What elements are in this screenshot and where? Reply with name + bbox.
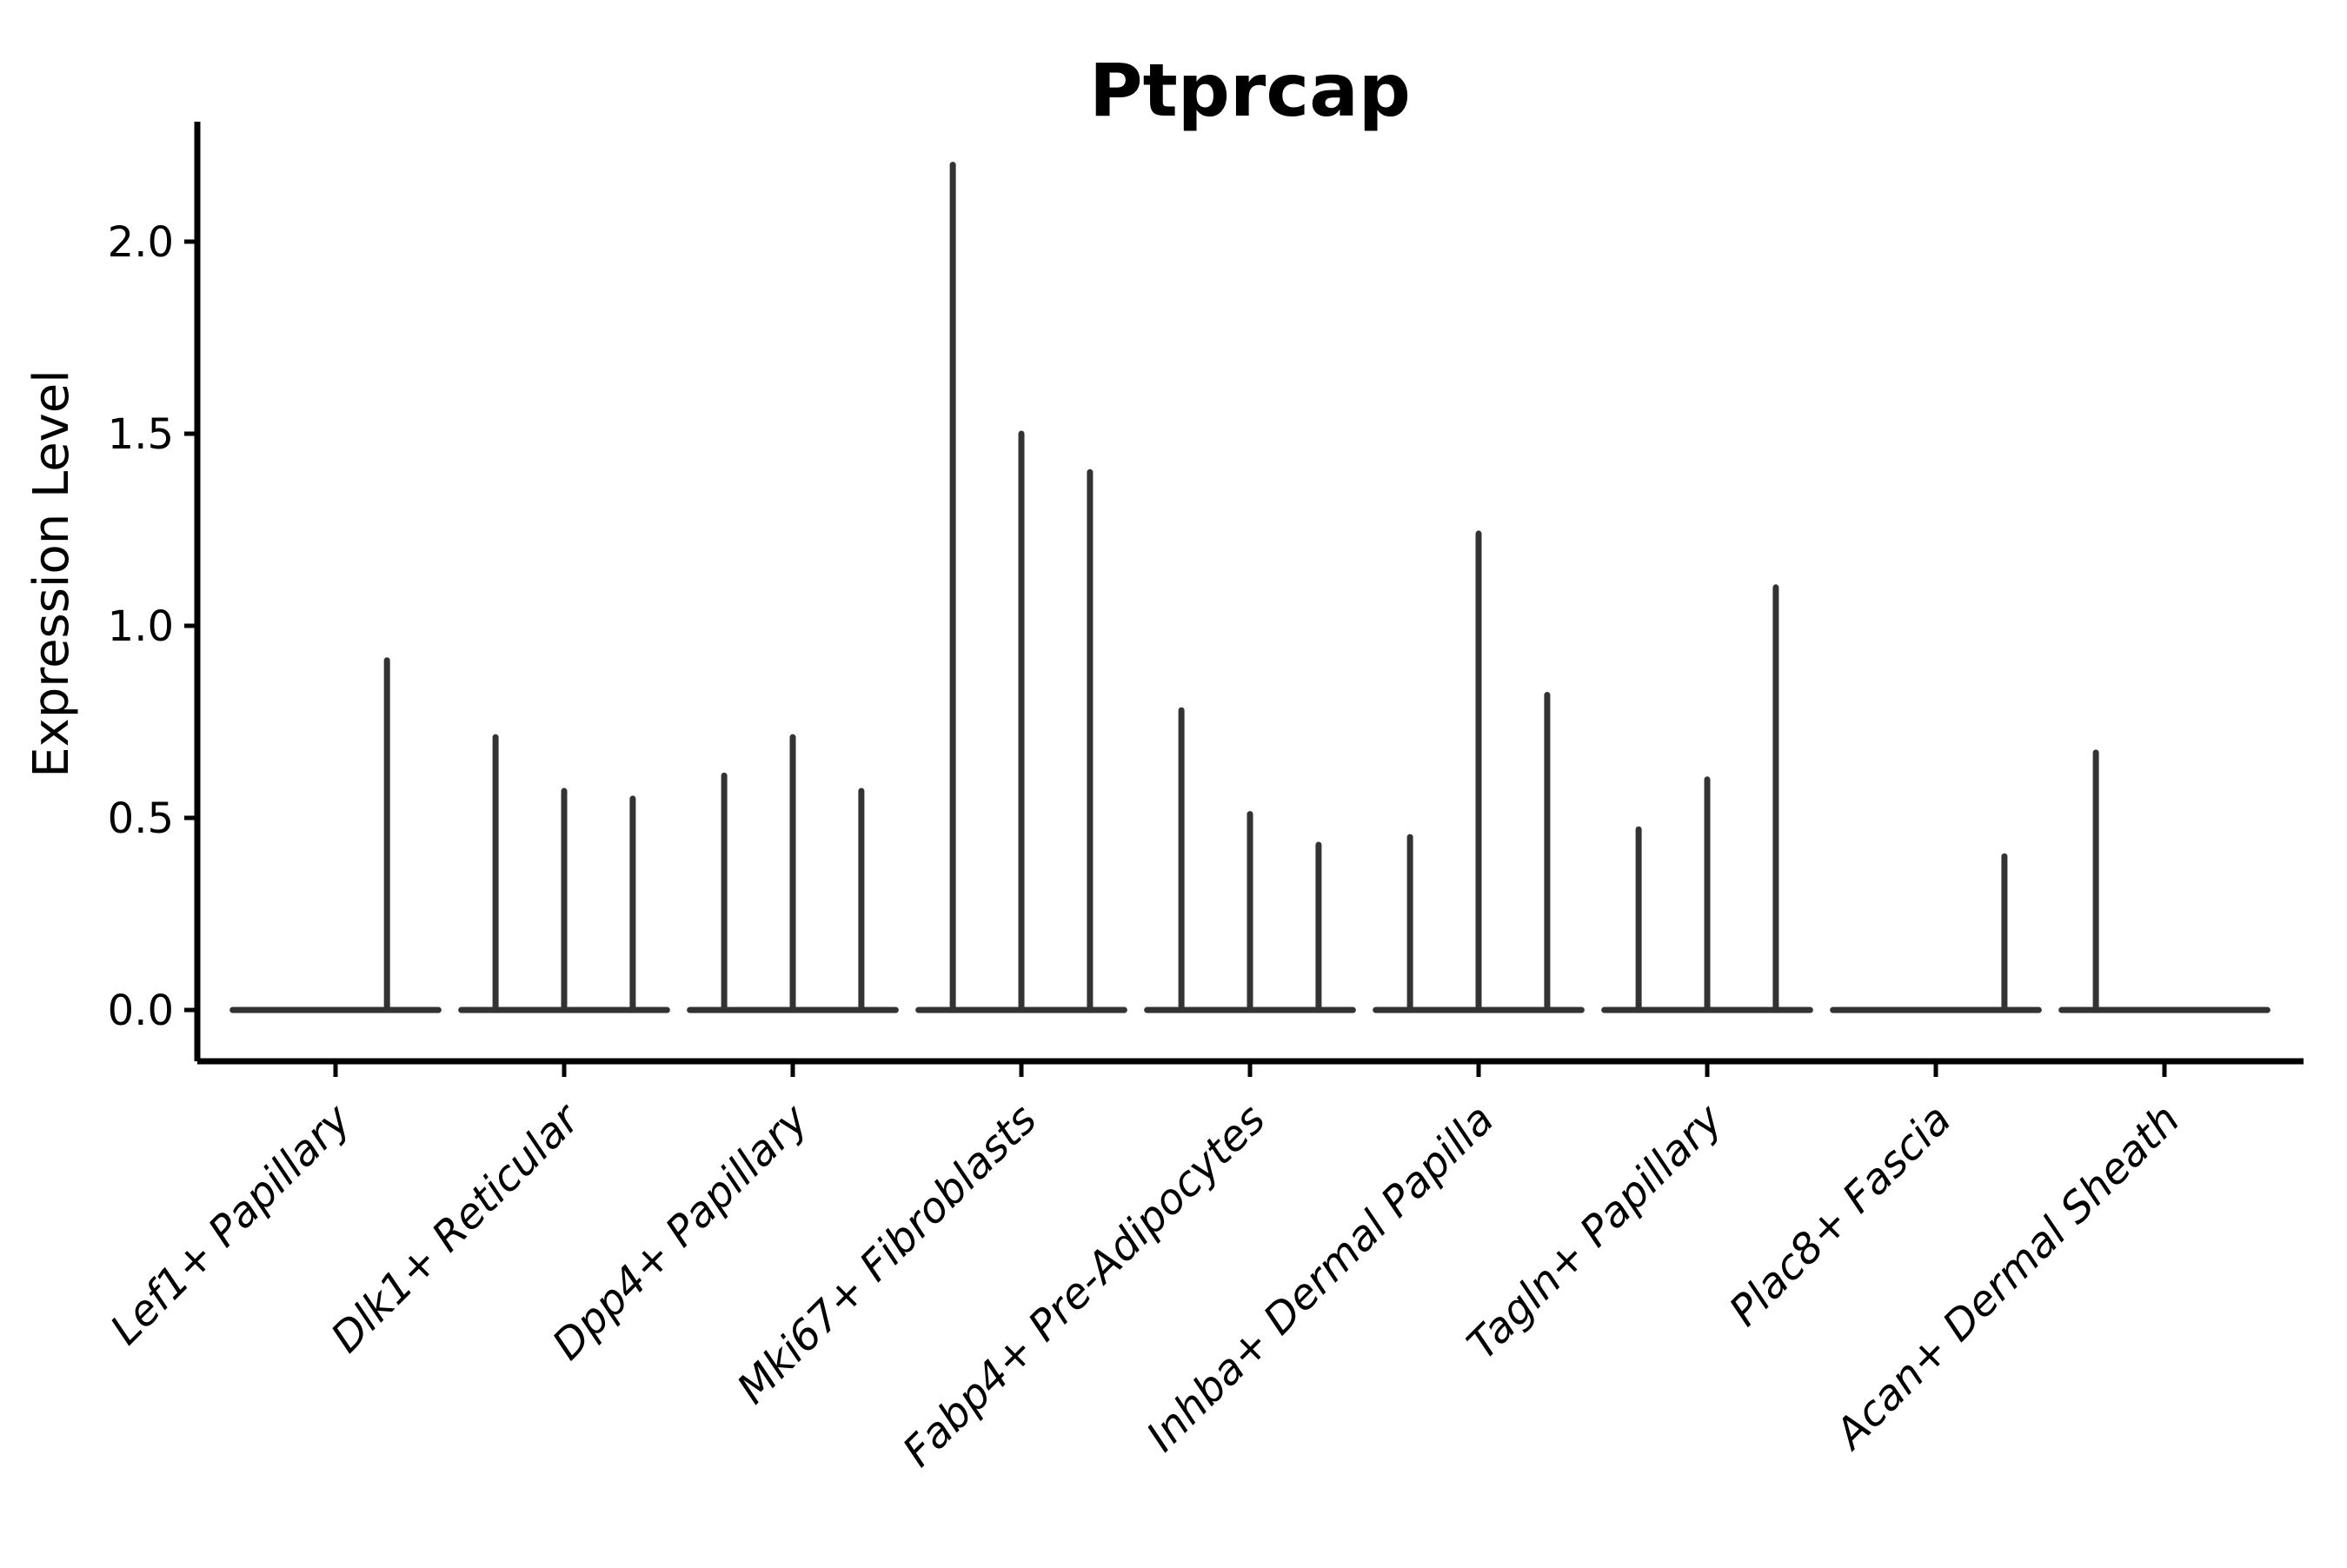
x-tick-label: Dlk1+ Reticular	[322, 1093, 591, 1363]
y-tick-label: 1.0	[108, 602, 174, 651]
y-tick-label: 1.5	[108, 410, 174, 459]
violin-category	[915, 162, 1127, 1013]
violin-category	[1373, 530, 1585, 1013]
violin-category	[458, 734, 670, 1013]
violins-layer	[229, 162, 2271, 1013]
violin-category	[1144, 707, 1356, 1013]
y-tick-label: 0.0	[108, 987, 174, 1035]
y-tick-label: 2.0	[108, 218, 174, 267]
x-tick-label: Plac8+ Fascia	[1720, 1095, 1961, 1336]
x-tick-label: Tagln+ Papillary	[1458, 1094, 1732, 1369]
y-axis-ticks: 0.0 0.5 1.0 1.5 2.0	[108, 218, 197, 1035]
x-tick-label: Lef1+ Papillary	[101, 1094, 361, 1354]
y-tick-label: 0.5	[108, 794, 174, 843]
violin-category	[229, 657, 442, 1013]
x-tick-label: Fabp4+ Pre-Adipocytes	[894, 1095, 1275, 1477]
violin-category	[2058, 749, 2271, 1013]
violin-category	[1830, 853, 2042, 1013]
x-tick-label: Dpp4+ Papillary	[543, 1094, 818, 1369]
violin-category	[1601, 584, 1813, 1013]
violin-category	[687, 734, 899, 1013]
y-axis-label: Expression Level	[23, 369, 80, 778]
plot-title: Ptprcap	[1089, 48, 1411, 133]
